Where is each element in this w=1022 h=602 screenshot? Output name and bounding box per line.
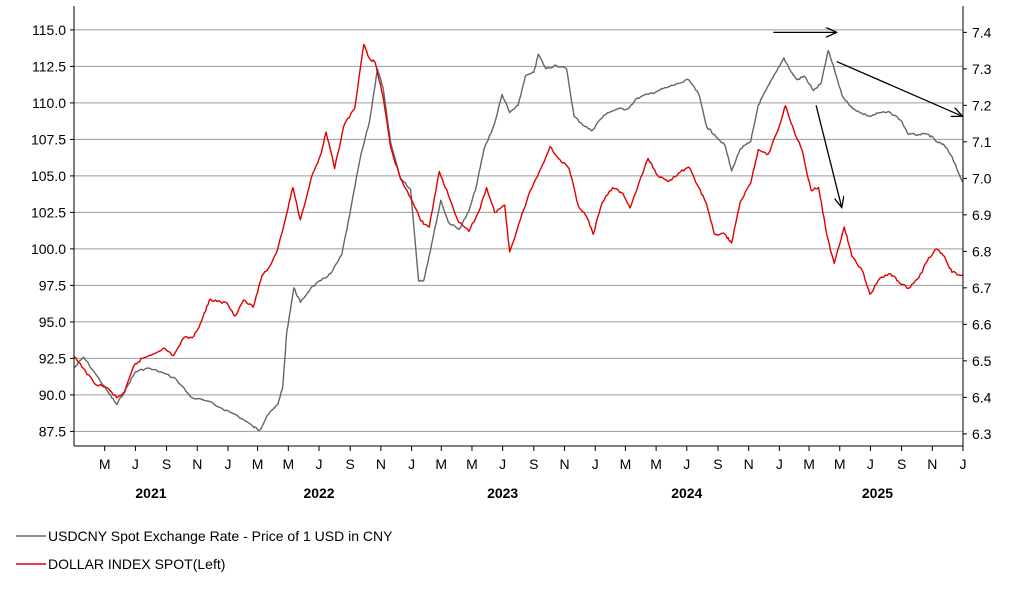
gridlines [74, 29, 963, 432]
x-axis-month-label: N [192, 456, 202, 472]
x-axis-month-label: S [346, 456, 355, 472]
x-axis-month-label: S [162, 456, 171, 472]
x-axis-month-label: S [713, 456, 722, 472]
x-axis-month-label: M [99, 456, 111, 472]
x-axis-month-label: J [499, 456, 506, 472]
x-axis-month-label: J [592, 456, 599, 472]
left-axis-tick-label: 102.5 [31, 204, 66, 220]
right-axis-tick-label: 7.1 [972, 134, 992, 150]
x-axis-month-label: J [316, 456, 323, 472]
left-axis-tick-label: 107.5 [31, 131, 66, 147]
x-axis-month-label: J [408, 456, 415, 472]
x-axis-year-label: 2022 [303, 485, 334, 501]
x-axis-month-label: N [559, 456, 569, 472]
x-axis-month-label: S [897, 456, 906, 472]
x-axis-month-label: M [803, 456, 815, 472]
x-axis-month-label: J [867, 456, 874, 472]
usdcny-series-line [73, 49, 964, 432]
left-axis-tick-label: 95.0 [39, 314, 66, 330]
legend-label: USDCNY Spot Exchange Rate - Price of 1 U… [48, 528, 393, 544]
x-axis-month-label: M [466, 456, 478, 472]
x-axis-month-label: N [744, 456, 754, 472]
x-axis-year-label: 2021 [135, 485, 166, 501]
x-axis-month-label: S [529, 456, 538, 472]
x-axis-tick-labels: M J S N J M M J S N J M M J S N J M M J S N J M M J S N J 2021 2022 202… [99, 456, 967, 501]
left-axis-tick-label: 115.0 [32, 22, 66, 38]
left-axis-tick-label: 97.5 [39, 277, 66, 293]
right-axis-tick-label: 6.6 [972, 316, 992, 332]
axes [70, 6, 967, 451]
x-axis-year-label: 2025 [862, 485, 893, 501]
dollar-index-series-line [73, 43, 963, 399]
right-axis-tick-label: 6.4 [972, 389, 992, 405]
x-axis-month-label: M [834, 456, 846, 472]
left-axis-tick-label: 112.5 [32, 58, 66, 74]
right-axis-tick-label: 6.3 [972, 426, 992, 442]
left-axis-tick-labels: 115.0 112.5 110.0 107.5 105.0 102.5 100.0 97.5 9… [31, 22, 66, 439]
x-axis-month-label: M [620, 456, 632, 472]
series-lines [73, 43, 964, 432]
right-axis-tick-label: 7.3 [972, 61, 992, 77]
annotation-arrows [773, 32, 962, 207]
x-axis-month-label: N [376, 456, 386, 472]
left-axis-tick-label: 110.0 [32, 95, 66, 111]
right-axis-tick-label: 7.0 [972, 170, 992, 186]
right-axis-tick-label: 6.5 [972, 353, 992, 369]
x-axis-month-label: J [776, 456, 783, 472]
x-axis-month-label: M [282, 456, 294, 472]
legend: USDCNY Spot Exchange Rate - Price of 1 U… [16, 528, 393, 572]
right-axis-tick-labels: 7.4 7.3 7.2 7.1 7.0 6.9 6.8 6.7 6.6 6.5 6.4 6.3 [972, 24, 992, 442]
x-axis-month-label: J [960, 456, 967, 472]
left-axis-tick-label: 100.0 [31, 241, 66, 257]
x-axis-month-label: J [132, 456, 139, 472]
left-axis-tick-label: 90.0 [39, 387, 66, 403]
annotation-arrow [836, 60, 963, 117]
x-axis-month-label: M [435, 456, 447, 472]
right-axis-tick-label: 6.8 [972, 243, 992, 259]
right-axis-tick-label: 7.4 [972, 24, 992, 40]
left-axis-tick-label: 92.5 [39, 350, 66, 366]
right-axis-tick-label: 7.2 [972, 97, 992, 113]
legend-label: DOLLAR INDEX SPOT(Left) [48, 556, 225, 572]
x-axis-year-label: 2023 [487, 485, 518, 501]
x-axis-month-label: J [683, 456, 690, 472]
left-axis-tick-label: 87.5 [39, 423, 66, 439]
right-axis-tick-label: 6.7 [972, 280, 992, 296]
x-axis-year-label: 2024 [671, 485, 702, 501]
x-axis-month-label: N [927, 456, 937, 472]
annotation-arrow [815, 105, 842, 207]
right-axis-tick-label: 6.9 [972, 207, 992, 223]
x-axis-month-label: J [224, 456, 231, 472]
x-axis-month-label: M [252, 456, 264, 472]
left-axis-tick-label: 105.0 [31, 168, 66, 184]
x-axis-month-label: M [650, 456, 662, 472]
